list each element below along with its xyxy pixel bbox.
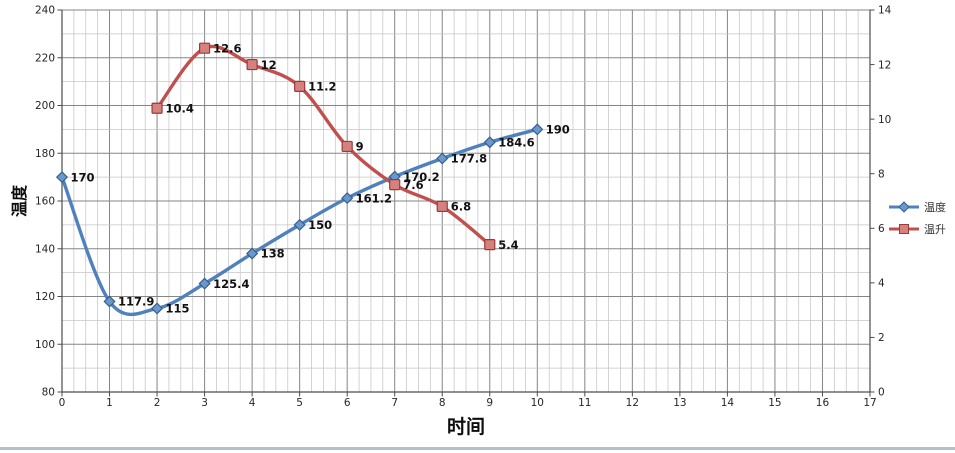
y-left-tick-label: 100 <box>35 339 55 351</box>
legend-label-temperature: 温度 <box>924 200 946 214</box>
series-1-data-label: 11.2 <box>308 80 336 94</box>
x-tick-label: 15 <box>768 397 781 409</box>
y-left-tick-label: 140 <box>35 243 55 255</box>
x-tick-label: 4 <box>249 397 256 409</box>
series-1-marker-square-icon <box>151 102 163 114</box>
y-right-tick-label: 4 <box>878 278 885 290</box>
window-bottom-border <box>0 447 955 450</box>
series-1-data-label: 5.4 <box>498 238 518 252</box>
y-right-tick-label: 8 <box>878 168 885 180</box>
legend-marker-diamond-icon <box>898 201 910 213</box>
x-tick-label: 3 <box>201 397 208 409</box>
series-1-data-label: 12.6 <box>213 41 241 55</box>
series-1-data-label: 10.4 <box>166 101 194 115</box>
series-1-data-label: 6.8 <box>451 200 471 214</box>
series-1-marker-square-icon <box>436 200 448 213</box>
series-1-data-label: 7.6 <box>403 178 423 192</box>
y-left-tick-label: 220 <box>35 52 55 64</box>
series-0-data-label: 161.2 <box>356 191 392 205</box>
series-0-marker-diamond-icon <box>55 171 69 184</box>
series-1-data-label: 9 <box>356 140 364 154</box>
legend: 温度 温升 <box>889 200 946 236</box>
series-0-marker-diamond-icon <box>293 218 306 231</box>
x-tick-label: 0 <box>59 397 66 409</box>
x-tick-label: 8 <box>439 397 446 409</box>
x-tick-label: 14 <box>721 397 735 409</box>
y-right-tick-label: 0 <box>878 387 885 399</box>
y-left-tick-label: 120 <box>35 291 55 303</box>
y-left-tick-label: 200 <box>35 100 55 112</box>
series-0-data-label: 170.2 <box>403 170 439 184</box>
left-axis-title: 温度 <box>10 184 29 218</box>
series-0-marker-diamond-icon <box>341 192 354 205</box>
series-1-marker-square-icon <box>198 42 211 54</box>
x-tick-label: 17 <box>863 397 876 409</box>
x-tick-label: 6 <box>344 397 351 409</box>
series-0-data-label: 138 <box>261 247 285 261</box>
series-1-marker-square-icon <box>294 80 306 93</box>
series-0-marker-diamond-icon <box>246 247 259 260</box>
legend-label-temp-rise: 温升 <box>924 223 946 236</box>
x-tick-label: 5 <box>296 397 303 409</box>
series-0-marker-diamond-icon <box>198 277 211 290</box>
series-1-marker-square-icon <box>341 140 353 153</box>
series-0-data-label: 125.4 <box>213 277 249 291</box>
series-0-marker-diamond-icon <box>151 302 164 315</box>
x-tick-label: 9 <box>486 397 493 409</box>
series-0-data-label: 117.9 <box>118 295 154 309</box>
legend-marker-square-icon <box>899 224 909 234</box>
x-tick-label: 11 <box>578 397 591 409</box>
plot-area: 0 1 2 3 4 5 6 7 8 9 10 11 12 13 14 15 16 1780100120140160… <box>35 5 892 409</box>
series-0-marker-diamond-icon <box>483 136 496 149</box>
x-tick-label: 13 <box>673 397 686 409</box>
series-line-0 <box>60 127 539 317</box>
series-0-data-label: 190 <box>546 123 570 137</box>
y-left-tick-label: 160 <box>35 196 55 208</box>
y-right-tick-label: 6 <box>878 223 885 235</box>
y-right-tick-label: 2 <box>878 332 885 344</box>
series-0-marker-diamond-icon <box>436 152 449 165</box>
series-0-data-label: 177.8 <box>451 152 487 166</box>
series-1-marker-square-icon <box>246 58 258 71</box>
y-left-tick-label: 80 <box>42 387 55 399</box>
series-0-data-label: 150 <box>308 218 332 232</box>
series-0-data-label: 184.6 <box>498 135 534 149</box>
series-0-marker-diamond-icon <box>103 295 116 308</box>
series-0-marker-diamond-icon <box>531 123 544 136</box>
y-right-tick-label: 14 <box>878 5 892 17</box>
x-tick-label: 2 <box>154 397 161 409</box>
legend-item-temp-rise: 温升 <box>889 223 946 236</box>
x-tick-label: 16 <box>816 397 830 409</box>
y-right-tick-label: 12 <box>878 59 891 71</box>
x-axis-title: 时间 <box>447 416 485 438</box>
x-tick-label: 10 <box>531 397 544 409</box>
series-0-data-label: 170 <box>71 170 95 184</box>
series-0-data-label: 115 <box>166 302 190 316</box>
series-1-marker-square-icon <box>389 179 401 191</box>
y-right-tick-label: 10 <box>878 114 891 126</box>
legend-item-temperature: 温度 <box>889 200 946 214</box>
x-tick-label: 7 <box>391 397 398 409</box>
series-1-data-label: 12 <box>261 58 277 72</box>
y-left-tick-label: 240 <box>35 5 55 17</box>
x-tick-label: 1 <box>106 397 113 409</box>
x-tick-label: 12 <box>626 397 639 409</box>
series-1-marker-square-icon <box>484 239 496 251</box>
y-left-tick-label: 180 <box>35 148 55 160</box>
